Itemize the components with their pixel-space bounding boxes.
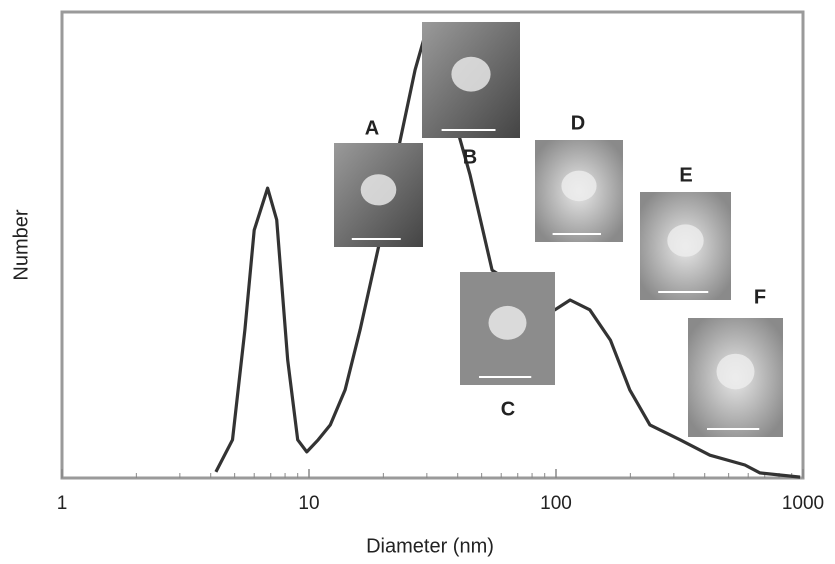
inset-label: C — [501, 398, 515, 420]
inset-particle — [451, 56, 491, 92]
inset-particle — [716, 353, 755, 390]
inset-particle — [360, 174, 397, 206]
inset-label: E — [679, 164, 692, 186]
inset-label: F — [754, 286, 766, 308]
inset-label: A — [365, 117, 379, 139]
insets: A B C D E F — [334, 22, 783, 437]
inset-label: B — [463, 146, 477, 168]
x-tick-label: 10 — [298, 493, 319, 514]
data-line — [214, 23, 801, 479]
x-tick-label: 1000 — [782, 493, 824, 514]
inset-label: D — [571, 112, 585, 134]
y-axis-label: Number — [10, 209, 32, 280]
x-tick-label: 100 — [540, 493, 572, 514]
plot-frame — [60, 10, 805, 480]
inset-particle — [667, 224, 704, 257]
inset-particle — [561, 170, 597, 202]
x-tick-label: 1 — [57, 493, 68, 514]
plot: 1 10 100 1000 — [57, 23, 824, 514]
x-axis-label: Diameter (nm) — [366, 535, 494, 557]
inset-particle — [488, 305, 527, 340]
